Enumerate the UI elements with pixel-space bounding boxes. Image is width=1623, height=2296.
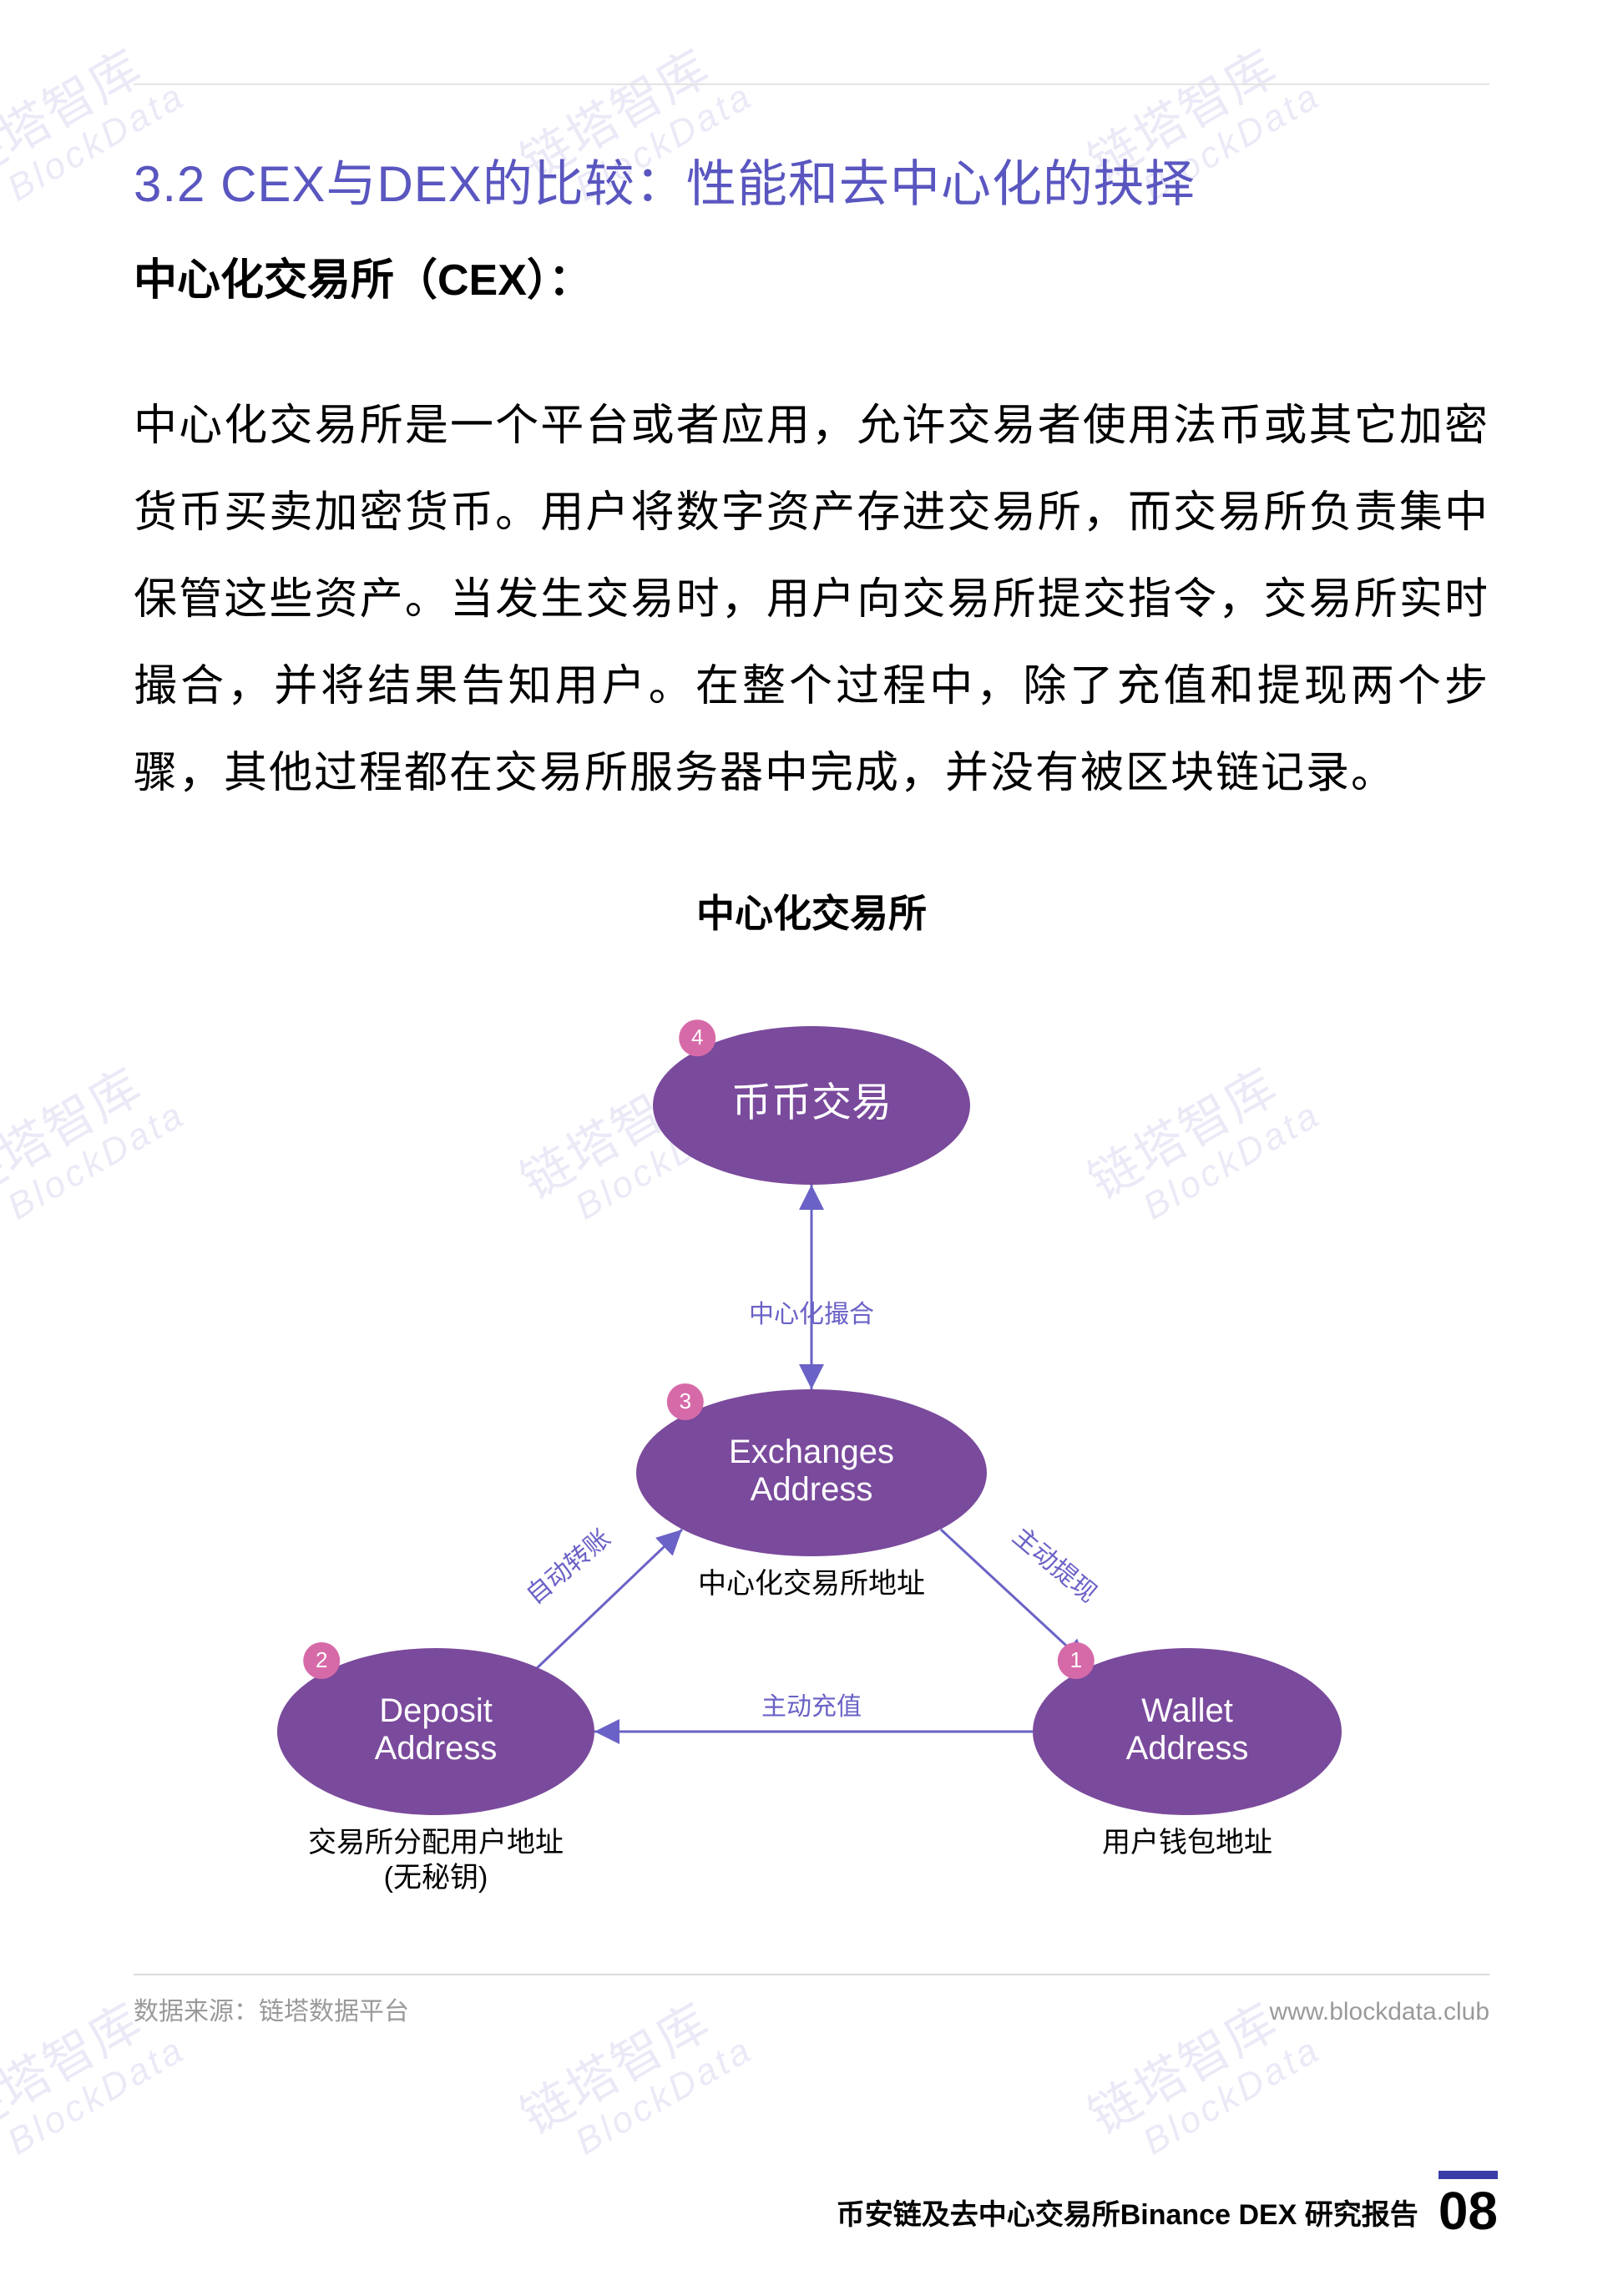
edge-label: 主动提现 bbox=[1008, 1523, 1102, 1608]
svg-text:2: 2 bbox=[316, 1647, 327, 1672]
svg-text:Exchanges: Exchanges bbox=[729, 1434, 894, 1470]
node-wallet: WalletAddress 1 用户钱包地址 bbox=[1033, 1642, 1342, 1859]
page: 3.2 CEX与DEX的比较：性能和去中心化的抉择 中心化交易所（CEX）： 中… bbox=[0, 0, 1623, 2077]
node-sublabel: (无秘钥) bbox=[384, 1862, 488, 1894]
edge-label: 自动转账 bbox=[521, 1525, 615, 1610]
svg-text:4: 4 bbox=[691, 1024, 703, 1049]
svg-text:币币交易: 币币交易 bbox=[731, 1081, 892, 1125]
edge-exch-wallet bbox=[941, 1530, 1087, 1665]
subhead: 中心化交易所（CEX）： bbox=[134, 245, 1489, 307]
svg-text:Wallet: Wallet bbox=[1141, 1692, 1233, 1729]
source-row: 数据来源：链塔数据平台 www.blockdata.club bbox=[134, 1974, 1489, 2027]
edge-label: 主动充值 bbox=[761, 1693, 862, 1721]
footer-title: 币安链及去中心交易所Binance DEX 研究报告 bbox=[837, 2192, 1418, 2238]
svg-text:Address: Address bbox=[375, 1730, 498, 1767]
node-sublabel: 交易所分配用户地址 bbox=[308, 1827, 564, 1859]
svg-text:Deposit: Deposit bbox=[379, 1692, 493, 1729]
svg-text:Address: Address bbox=[751, 1471, 873, 1508]
flowchart-svg: 中心化撮合自动转账主动提现主动充值币币交易4ExchangesAddress3中… bbox=[227, 972, 1396, 1957]
edge-label: 中心化撮合 bbox=[749, 1301, 874, 1328]
svg-text:Address: Address bbox=[1126, 1730, 1249, 1767]
node-sublabel: 用户钱包地址 bbox=[1102, 1827, 1272, 1859]
diagram-title: 中心化交易所 bbox=[134, 883, 1489, 938]
svg-text:3: 3 bbox=[680, 1388, 691, 1414]
diagram: 中心化交易所 中心化撮合自动转账主动提现主动充值币币交易4ExchangesAd… bbox=[134, 883, 1489, 2027]
node-deposit: DepositAddress 2 交易所分配用户地址(无秘钥) bbox=[277, 1642, 594, 1894]
body-paragraph: 中心化交易所是一个平台或者应用，允许交易者使用法币或其它加密货币买卖加密货币。用… bbox=[134, 382, 1489, 817]
source-left: 数据来源：链塔数据平台 bbox=[134, 1990, 409, 2027]
footer: 币安链及去中心交易所Binance DEX 研究报告 08 bbox=[837, 2171, 1498, 2238]
source-right: www.blockdata.club bbox=[1270, 1998, 1489, 2026]
section-title: 3.2 CEX与DEX的比较：性能和去中心化的抉择 bbox=[134, 144, 1489, 216]
page-number: 08 bbox=[1438, 2181, 1498, 2241]
svg-text:1: 1 bbox=[1070, 1647, 1082, 1672]
page-number-box: 08 bbox=[1438, 2171, 1498, 2238]
top-rule bbox=[134, 83, 1489, 85]
node-trade: 币币交易 4 bbox=[653, 1019, 970, 1185]
node-exch: ExchangesAddress 3 中心化交易所地址 bbox=[636, 1383, 987, 1600]
node-sublabel: 中心化交易所地址 bbox=[698, 1568, 925, 1600]
